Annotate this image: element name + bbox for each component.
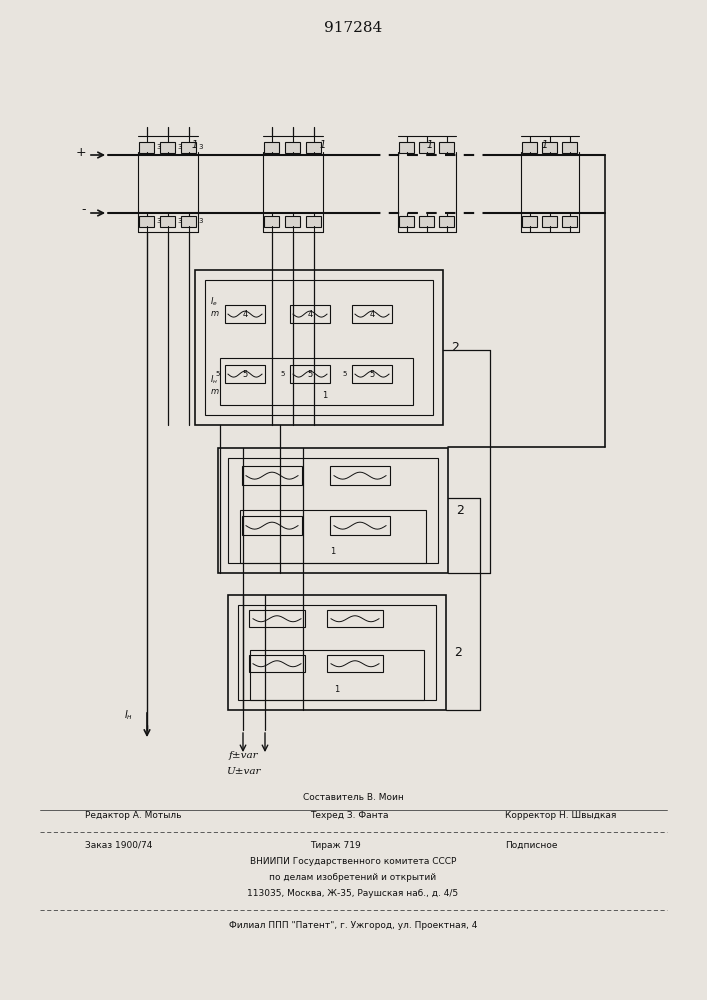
Bar — [440, 216, 455, 227]
Text: 1: 1 — [542, 140, 548, 150]
Bar — [182, 141, 197, 152]
Bar — [182, 216, 197, 227]
Text: $I_н$: $I_н$ — [210, 374, 218, 386]
Text: $I_e$: $I_e$ — [210, 296, 218, 308]
Bar — [160, 216, 175, 227]
Bar — [399, 216, 414, 227]
Bar — [352, 305, 392, 323]
Bar — [419, 141, 435, 152]
Text: 5: 5 — [369, 370, 375, 379]
Bar — [228, 595, 446, 710]
Text: 3: 3 — [198, 144, 202, 150]
Text: 1: 1 — [427, 140, 433, 150]
Bar — [563, 216, 578, 227]
Bar — [419, 216, 435, 227]
Bar — [290, 305, 330, 323]
Bar — [563, 141, 578, 152]
Bar — [250, 650, 424, 700]
Text: 5: 5 — [343, 371, 347, 377]
Text: 1: 1 — [320, 140, 326, 150]
Bar — [440, 141, 455, 152]
Bar — [522, 216, 537, 227]
Bar — [195, 270, 443, 425]
Text: 5: 5 — [281, 371, 285, 377]
Text: $m$: $m$ — [210, 308, 220, 318]
Text: Тираж 719: Тираж 719 — [310, 840, 361, 850]
Bar — [522, 141, 537, 152]
Bar — [249, 610, 305, 627]
Bar — [286, 141, 300, 152]
Text: 5: 5 — [216, 371, 220, 377]
Text: 1: 1 — [334, 686, 339, 694]
Text: по делам изобретений и открытий: по делам изобретений и открытий — [269, 874, 436, 882]
Text: 917284: 917284 — [324, 21, 382, 35]
Text: $I_н$: $I_н$ — [124, 708, 133, 722]
Bar — [160, 141, 175, 152]
Bar — [330, 516, 390, 535]
Text: 1: 1 — [322, 390, 327, 399]
Bar — [228, 458, 438, 563]
Text: ВНИИПИ Государственного комитета СССР: ВНИИПИ Государственного комитета СССР — [250, 857, 456, 866]
Text: -: - — [81, 204, 86, 217]
Bar — [307, 216, 322, 227]
Bar — [139, 141, 155, 152]
Text: Корректор Н. Швыдкая: Корректор Н. Швыдкая — [505, 812, 617, 820]
Bar — [238, 605, 436, 700]
Text: 2: 2 — [454, 646, 462, 659]
Text: 4: 4 — [243, 310, 247, 319]
Text: 3: 3 — [156, 218, 160, 224]
Bar — [205, 280, 433, 415]
Text: 1: 1 — [192, 140, 198, 150]
Text: 3: 3 — [156, 144, 160, 150]
Bar — [264, 141, 279, 152]
Text: Техред З. Фанта: Техред З. Фанта — [310, 812, 389, 820]
Text: 113035, Москва, Ж-35, Раушская наб., д. 4/5: 113035, Москва, Ж-35, Раушская наб., д. … — [247, 890, 459, 898]
Text: U±var: U±var — [226, 768, 260, 776]
Text: Филиал ППП "Патент", г. Ужгород, ул. Проектная, 4: Филиал ППП "Патент", г. Ужгород, ул. Про… — [229, 920, 477, 930]
Bar — [220, 358, 413, 405]
Bar — [399, 141, 414, 152]
Text: Составитель В. Моин: Составитель В. Моин — [303, 794, 404, 802]
Bar — [290, 365, 330, 383]
Text: Заказ 1900/74: Заказ 1900/74 — [85, 840, 153, 850]
Text: 3: 3 — [177, 144, 182, 150]
Text: 3: 3 — [177, 218, 182, 224]
Bar — [286, 216, 300, 227]
Bar — [330, 466, 390, 485]
Text: 2: 2 — [456, 504, 464, 517]
Bar — [307, 141, 322, 152]
Text: 2: 2 — [451, 341, 459, 354]
Text: Редактор А. Мотыль: Редактор А. Мотыль — [85, 812, 182, 820]
Text: 3: 3 — [198, 218, 202, 224]
Bar — [264, 216, 279, 227]
Bar — [327, 610, 383, 627]
Bar — [139, 216, 155, 227]
Bar — [542, 141, 558, 152]
Text: 4: 4 — [369, 310, 375, 319]
Bar — [225, 305, 265, 323]
Text: Подписное: Подписное — [505, 840, 558, 850]
Text: 1: 1 — [330, 546, 336, 556]
Bar — [218, 448, 448, 573]
Bar — [242, 516, 302, 535]
Bar — [242, 466, 302, 485]
Bar — [240, 510, 426, 563]
Bar — [327, 655, 383, 672]
Text: $m$: $m$ — [210, 386, 220, 395]
Text: 4: 4 — [308, 310, 312, 319]
Bar — [542, 216, 558, 227]
Text: f±var: f±var — [228, 750, 258, 760]
Bar — [249, 655, 305, 672]
Bar — [352, 365, 392, 383]
Text: +: + — [76, 145, 86, 158]
Text: 5: 5 — [243, 370, 247, 379]
Text: 5: 5 — [308, 370, 312, 379]
Bar — [225, 365, 265, 383]
